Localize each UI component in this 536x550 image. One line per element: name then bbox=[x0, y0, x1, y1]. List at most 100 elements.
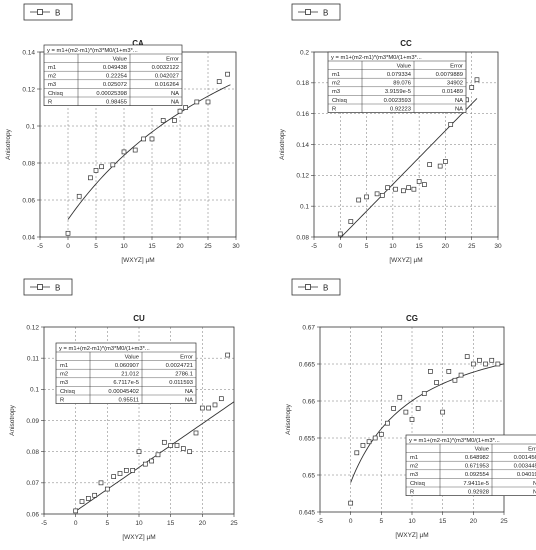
chart-cg: B CG -5 0 5 10 15 20 25 0.645 0.65 0.655 0.66 0.665 0.… bbox=[285, 278, 536, 539]
x-tick-label: 0 bbox=[74, 520, 78, 527]
data-point bbox=[180, 446, 186, 451]
x-axis-label: [WXYZ] µM bbox=[395, 532, 428, 539]
chart-ca: B CA -5 0 5 10 15 20 25 30 0.04 0.06 0.08 0.1 0.12 0.14… bbox=[5, 3, 240, 264]
y-tick-label: 0.12 bbox=[22, 86, 35, 93]
y-tick-label: 0.665 bbox=[299, 361, 316, 368]
fit-table-cell: 0.22254 bbox=[106, 74, 128, 80]
data-point bbox=[434, 380, 439, 385]
data-point bbox=[458, 372, 464, 378]
fit-table-cell: 7.9411e-5 bbox=[463, 481, 489, 487]
data-point bbox=[409, 417, 415, 422]
fit-table-cell: Value bbox=[125, 354, 139, 360]
fit-table-box bbox=[327, 51, 467, 113]
x-tick-label: -5 bbox=[317, 518, 323, 525]
data-point bbox=[168, 443, 174, 448]
data-point bbox=[218, 396, 224, 402]
y-tick-label: 0.14 bbox=[22, 49, 35, 56]
data-point bbox=[469, 85, 475, 90]
fit-table-cell: Value bbox=[475, 446, 489, 452]
fit-curve bbox=[339, 98, 478, 239]
fit-curve bbox=[75, 401, 235, 512]
data-point bbox=[378, 431, 384, 437]
data-point bbox=[130, 468, 136, 473]
data-point bbox=[194, 99, 200, 105]
data-points bbox=[73, 352, 231, 514]
x-tick-label: 25 bbox=[468, 243, 476, 250]
fit-table-cell: Error bbox=[528, 446, 536, 452]
y-tick-label: 0.16 bbox=[296, 111, 309, 118]
data-point bbox=[401, 188, 406, 194]
x-tick-label: 0 bbox=[338, 243, 342, 250]
fit-table-cell: Chisq bbox=[60, 389, 75, 395]
data-point bbox=[193, 430, 199, 436]
y-tick-label: 0.12 bbox=[26, 324, 39, 331]
data-point bbox=[76, 193, 82, 199]
fit-table-cell: NA bbox=[533, 489, 536, 495]
x-tick-label: 0 bbox=[66, 243, 70, 250]
fit-table-box bbox=[55, 342, 197, 404]
data-point bbox=[92, 492, 98, 498]
data-points bbox=[65, 71, 230, 236]
grid: -5 0 5 10 15 20 25 30 0.08 0.1 0.12 0.14 0.16 0.18 0.2 bbox=[296, 49, 502, 250]
data-point bbox=[443, 159, 448, 164]
data-point bbox=[427, 162, 433, 167]
fit-equation: y = m1+(m2-m1)*(m3*M0/(1+m3*... bbox=[409, 438, 500, 444]
fit-table-cell: m1 bbox=[48, 65, 56, 71]
fit-table-cell: m3 bbox=[332, 89, 340, 95]
data-point bbox=[155, 452, 161, 458]
fit-table-cell: 0.95511 bbox=[118, 397, 139, 403]
data-point bbox=[391, 406, 396, 411]
data-point bbox=[123, 468, 129, 473]
x-tick-label: 5 bbox=[94, 243, 98, 250]
fit-table-cell: Error bbox=[180, 354, 193, 360]
fit-table-cell: m3 bbox=[60, 380, 68, 386]
fit-table: y = m1+(m2-m1)*(m3*M0/(1+m3*... Value Erro… bbox=[43, 44, 183, 106]
x-tick-label: 10 bbox=[120, 243, 128, 250]
fit-table-cell: 0.0034452 bbox=[514, 464, 536, 470]
fit-table-cell: 2786.1 bbox=[175, 372, 193, 378]
fit-table-cell: 0.042027 bbox=[155, 74, 179, 80]
x-tick-label: 20 bbox=[176, 243, 184, 250]
fit-table-cell: Chisq bbox=[48, 91, 63, 97]
chart-title: CA bbox=[132, 39, 144, 48]
y-tick-label: 0.645 bbox=[299, 509, 316, 516]
data-point bbox=[110, 162, 116, 168]
fit-table-cell: 0.648982 bbox=[465, 455, 489, 461]
fit-table-cell: 0.0014569 bbox=[514, 455, 536, 461]
x-tick-label: 15 bbox=[439, 518, 447, 525]
data-point bbox=[452, 377, 458, 383]
x-tick-label: 5 bbox=[106, 520, 110, 527]
data-point bbox=[415, 406, 421, 411]
fit-table-cell: 0.092554 bbox=[465, 472, 490, 478]
data-point bbox=[354, 450, 360, 456]
fit-table-box bbox=[43, 44, 183, 106]
data-point bbox=[440, 409, 446, 415]
data-point bbox=[225, 71, 230, 77]
fit-equation: y = m1+(m2-m1)*(m3*M0/(1+m3*... bbox=[59, 346, 150, 352]
data-point bbox=[421, 391, 427, 396]
legend-marker bbox=[305, 284, 311, 290]
data-point bbox=[177, 108, 183, 114]
data-point bbox=[337, 231, 343, 237]
fit-table: y = m1+(m2-m1)*(m3*M0/(1+m3*... Value Erro… bbox=[55, 342, 197, 404]
y-tick-label: 0.08 bbox=[22, 160, 35, 167]
fit-table-cell: NA bbox=[171, 99, 179, 105]
data-point bbox=[397, 394, 403, 400]
y-tick-label: 0.2 bbox=[300, 49, 309, 56]
y-tick-label: 0.08 bbox=[296, 234, 309, 241]
data-point bbox=[379, 193, 385, 198]
data-point bbox=[364, 194, 369, 200]
data-point bbox=[464, 354, 470, 359]
fit-table-cell: R bbox=[48, 99, 52, 105]
fit-table-cell: m1 bbox=[410, 455, 418, 461]
x-tick-label: -5 bbox=[311, 243, 317, 250]
fit-table-cell: 0.0024721 bbox=[166, 363, 193, 369]
fit-curve bbox=[67, 84, 231, 220]
data-point bbox=[225, 352, 231, 358]
fit-table-cell: 0.00025398 bbox=[96, 91, 127, 97]
data-point bbox=[85, 496, 91, 501]
fit-table-cell: NA bbox=[455, 98, 463, 104]
data-point bbox=[141, 136, 146, 142]
x-tick-label: 15 bbox=[167, 520, 175, 527]
fit-table-cell: 34902 bbox=[447, 81, 463, 87]
